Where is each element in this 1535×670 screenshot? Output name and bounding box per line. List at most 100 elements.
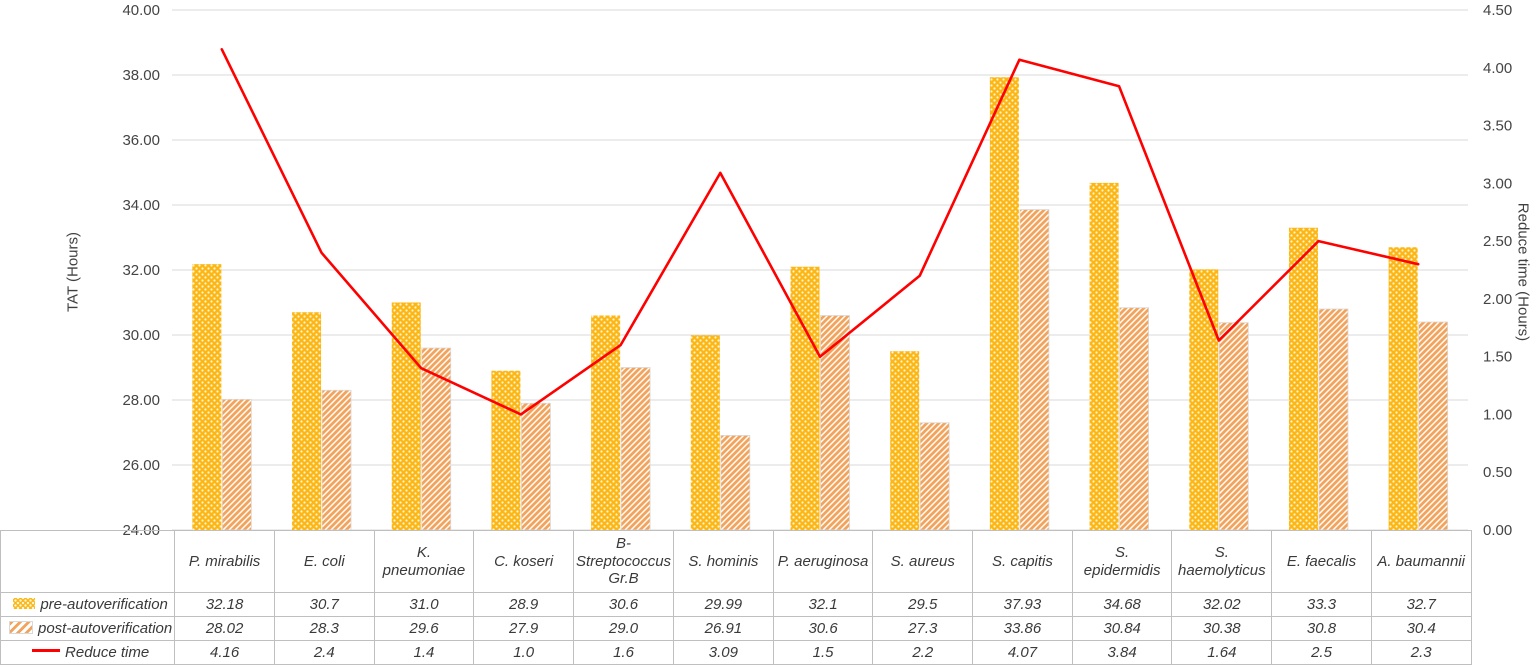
value-cell: 1.0	[473, 640, 574, 665]
left-axis-tick: 34.00	[122, 197, 160, 214]
post-bar	[820, 315, 850, 531]
value-cell: 3.84	[1071, 640, 1173, 665]
right-axis-tick: 3.50	[1483, 118, 1512, 135]
right-axis-tick: 3.00	[1483, 175, 1512, 192]
chart-data-table: P. mirabilis E. coli K. pneumoniae C. koser…	[0, 530, 1472, 665]
category-header-cell: E. coli	[273, 530, 375, 593]
right-axis-ticks: 4.50 4.00 3.50 3.00 2.50 2.00 1.50 1.00 0.50 0.00	[1483, 2, 1512, 539]
value-cell: 33.3	[1271, 592, 1372, 617]
post-bar	[1418, 321, 1449, 531]
gridlines	[172, 9, 1468, 531]
left-axis-tick: 28.00	[122, 392, 160, 409]
value-cell: 30.6	[572, 592, 675, 617]
pre-bar	[989, 77, 1019, 531]
left-axis-title: TAT (Hours)	[64, 231, 82, 313]
category-header-cell: K. pneumoniae	[373, 530, 475, 593]
value-cell: 27.3	[872, 616, 974, 641]
right-axis-tick: 2.50	[1483, 233, 1512, 250]
right-axis-tick: 0.00	[1483, 522, 1512, 539]
value-cell: 30.8	[1271, 616, 1372, 641]
value-cell: 32.1	[772, 592, 874, 617]
right-axis-tick: 0.50	[1483, 464, 1512, 481]
category-header-cell: S. epidermidis	[1071, 530, 1173, 593]
value-cell: 1.5	[772, 640, 874, 665]
value-cell: 32.02	[1171, 592, 1273, 617]
pre-bar	[790, 266, 820, 530]
value-cell: 31.0	[373, 592, 475, 617]
right-axis-tick: 4.50	[1483, 2, 1512, 19]
category-header-cell: E. faecalis	[1271, 530, 1372, 593]
post-bar	[1019, 209, 1050, 531]
table-row: Reduce time 4.16 2.4 1.4 1.0 1.6 3.09 1.5 2.2 4.0…	[0, 640, 1472, 665]
value-cell: 2.5	[1271, 640, 1372, 665]
pre-bar	[292, 312, 322, 530]
category-header-cell: S. hominis	[673, 530, 774, 593]
value-cell: 29.5	[872, 592, 974, 617]
value-cell: 4.16	[174, 640, 275, 665]
value-cell: 29.0	[572, 616, 675, 641]
value-cell: 29.6	[373, 616, 475, 641]
reduce-time-line	[220, 47, 1420, 416]
pre-series-swatch-icon	[13, 598, 36, 610]
pre-bar	[690, 335, 720, 530]
post-bar	[1318, 308, 1349, 531]
pre-bar	[1089, 182, 1119, 530]
post-bar	[321, 389, 352, 531]
value-cell: 28.9	[473, 592, 574, 617]
right-axis-tick: 1.00	[1483, 406, 1512, 423]
legend-cell-line: Reduce time	[0, 640, 176, 665]
legend-label: Reduce time	[65, 643, 150, 661]
legend-label: pre-autoverification	[40, 595, 168, 613]
legend-label: post-autoverification	[38, 619, 173, 637]
value-cell: 33.86	[972, 616, 1073, 641]
category-header-cell: S. aureus	[872, 530, 974, 593]
left-axis-tick: 26.00	[122, 457, 160, 474]
value-cell: 1.4	[373, 640, 475, 665]
post-bar	[221, 398, 252, 531]
data-table: P. mirabilis E. coli K. pneumoniae C. koser…	[0, 530, 1472, 665]
left-axis-tick: 36.00	[122, 132, 160, 149]
category-header-cell: S. haemolyticus	[1171, 530, 1273, 593]
table-row: pre-autoverification 32.18 30.7 31.0 28.9 30.…	[0, 592, 1472, 617]
value-cell: 27.9	[473, 616, 574, 641]
post-series-swatch-icon	[9, 621, 33, 635]
value-cell: 1.64	[1171, 640, 1273, 665]
table-row: post-autoverification 28.02 28.3 29.6 27.9 29…	[0, 616, 1472, 641]
pre-bar	[192, 264, 222, 530]
value-cell: 29.99	[673, 592, 774, 617]
pre-bar	[1189, 269, 1219, 530]
left-axis-tick: 32.00	[122, 262, 160, 279]
value-cell: 2.2	[872, 640, 974, 665]
value-cell: 30.4	[1370, 616, 1472, 641]
value-cell: 32.7	[1370, 592, 1472, 617]
pre-bar	[391, 302, 421, 530]
bar-series	[192, 77, 1449, 531]
value-cell: 28.02	[174, 616, 275, 641]
post-bar	[620, 367, 651, 531]
pre-bar	[491, 370, 521, 530]
value-cell: 30.6	[772, 616, 874, 641]
value-cell: 30.7	[273, 592, 375, 617]
value-cell: 3.09	[673, 640, 774, 665]
legend-cell-post: post-autoverification	[0, 616, 176, 641]
post-bar	[720, 435, 751, 531]
post-bar	[521, 402, 551, 531]
right-axis-tick: 4.00	[1483, 60, 1512, 77]
post-bar	[919, 422, 950, 531]
left-axis-ticks: 40.00 38.00 36.00 34.00 32.00 30.00 28.00 26.00…	[122, 2, 160, 539]
left-axis-tick: 30.00	[122, 327, 160, 344]
value-cell: 28.3	[273, 616, 375, 641]
value-cell: 30.84	[1071, 616, 1173, 641]
value-cell: 1.6	[572, 640, 675, 665]
category-header-cell: P. aeruginosa	[772, 530, 874, 593]
value-cell: 2.3	[1370, 640, 1472, 665]
value-cell: 30.38	[1171, 616, 1273, 641]
category-header-cell: B-Streptococcus Gr.B	[572, 530, 675, 593]
category-header-cell: S. capitis	[972, 530, 1073, 593]
value-cell: 32.18	[174, 592, 275, 617]
legend-header-cell	[0, 530, 176, 593]
value-cell: 4.07	[972, 640, 1073, 665]
right-axis-title: Reduce time (Hours)	[1514, 202, 1532, 342]
